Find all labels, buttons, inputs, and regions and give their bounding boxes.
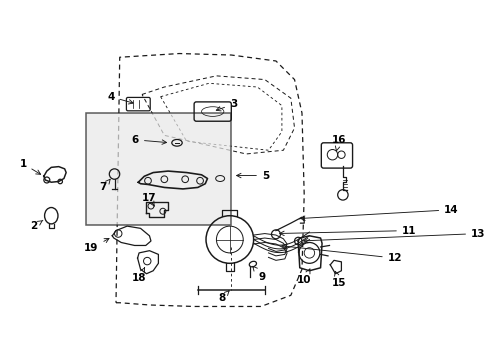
Text: 9: 9 bbox=[252, 266, 265, 282]
Text: 14: 14 bbox=[300, 205, 458, 220]
Text: 18: 18 bbox=[132, 268, 146, 283]
Text: 10: 10 bbox=[296, 269, 311, 285]
Text: 11: 11 bbox=[279, 226, 415, 235]
Text: 12: 12 bbox=[282, 244, 402, 263]
Text: 3: 3 bbox=[216, 99, 237, 111]
Text: 7: 7 bbox=[100, 179, 110, 193]
Text: 15: 15 bbox=[331, 271, 346, 288]
Text: 4: 4 bbox=[107, 92, 133, 104]
Text: 8: 8 bbox=[218, 291, 229, 302]
Text: 19: 19 bbox=[84, 238, 109, 253]
Text: 16: 16 bbox=[331, 135, 346, 151]
Bar bbox=[86, 113, 231, 225]
Text: 6: 6 bbox=[131, 135, 166, 145]
Text: 5: 5 bbox=[236, 171, 268, 180]
Text: 13: 13 bbox=[303, 229, 485, 243]
Text: 17: 17 bbox=[142, 193, 157, 206]
Text: 1: 1 bbox=[20, 159, 41, 174]
Text: 2: 2 bbox=[30, 220, 43, 231]
